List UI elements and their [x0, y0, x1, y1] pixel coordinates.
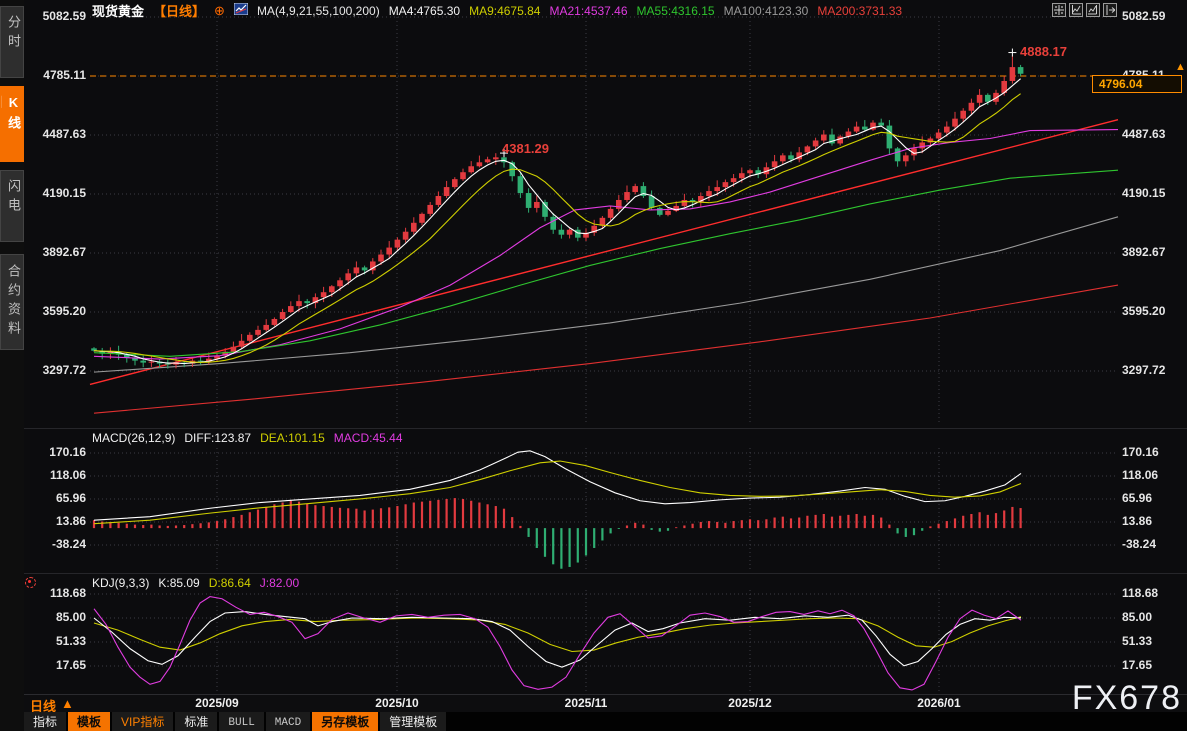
y-axis-label: 85.00 — [1122, 610, 1153, 624]
sidebar-tab-4[interactable]: 合约资料 — [0, 254, 24, 350]
y-axis-label: 118.68 — [49, 586, 86, 600]
y-axis-label: 3595.20 — [42, 304, 86, 318]
y-axis-label: 3595.20 — [1122, 304, 1166, 318]
sidebar-tab-3[interactable]: 闪电图 — [0, 170, 24, 242]
price-flag-icon[interactable]: ▲ — [1175, 61, 1186, 73]
price-annotation: 4888.17 — [1020, 44, 1067, 59]
sidebar-tab-1[interactable]: 分时图 — [0, 6, 24, 78]
bottom-toolbar: 指标 模板 VIP指标 标准 BULL MACD 另存模板 管理模板 — [24, 712, 1187, 731]
y-axis-label: 13.86 — [55, 514, 86, 528]
chart-header: 现货黄金 【日线】 ⊕ MA(4,9,21,55,100,200) MA4:47… — [92, 2, 902, 19]
y-axis-label: 4190.15 — [1122, 186, 1166, 200]
arrow-up-icon: ▲ — [61, 696, 74, 711]
axis-left-icon[interactable] — [1069, 3, 1083, 17]
ma-value: MA100:4123.30 — [723, 3, 809, 18]
y-axis-label: 51.33 — [55, 634, 86, 648]
kdj-d-value: D:86.64 — [208, 576, 251, 590]
chart-toolbar-icons — [1052, 3, 1117, 17]
period-selector[interactable]: 日线 ▲ — [30, 696, 74, 715]
toolbar-tab-MACD[interactable]: MACD — [265, 712, 311, 731]
y-axis-label: 3892.67 — [42, 245, 86, 259]
kdj-alert-icon — [25, 577, 36, 588]
y-axis-label: 65.96 — [55, 491, 86, 505]
ma-value: MA4:4765.30 — [388, 3, 461, 18]
kdj-k-value: K:85.09 — [158, 576, 200, 590]
ma-value: MA21:4537.46 — [549, 3, 628, 18]
x-axis-date: 2025/10 — [375, 696, 419, 710]
circle-plus-icon[interactable]: ⊕ — [214, 3, 225, 18]
ma-caption: MA(4,9,21,55,100,200) — [256, 3, 380, 18]
macd-histogram — [92, 498, 1022, 569]
watermark: FX678 — [1071, 679, 1182, 717]
axis-right-icon[interactable] — [1086, 3, 1100, 17]
y-axis-label: 5082.59 — [42, 9, 86, 23]
overlay-lines-back — [89, 118, 1119, 414]
kdj-caption: KDJ(9,3,3) — [92, 576, 150, 590]
toolbar-tab-模板[interactable]: 模板 — [68, 712, 111, 731]
y-axis-label: 3297.72 — [1122, 363, 1166, 377]
y-axis-label: 4487.63 — [42, 127, 86, 141]
y-axis-label: 170.16 — [1122, 445, 1159, 459]
page-title: 现货黄金 — [92, 4, 145, 19]
left-sidebar: 分时图 K线图闪电图合约资料 — [0, 0, 24, 731]
macd-header: MACD(26,12,9) DIFF:123.87 DEA:101.15 MAC… — [92, 431, 403, 445]
y-axis-label: 17.65 — [55, 658, 86, 672]
price-annotation: 4381.29 — [502, 141, 549, 156]
toolbar-tab-VIP指标[interactable]: VIP指标 — [112, 712, 174, 731]
y-axis-label: 13.86 — [1122, 514, 1153, 528]
y-axis-label: 118.68 — [1122, 586, 1159, 600]
toolbar-tab-BULL[interactable]: BULL — [219, 712, 264, 731]
period-tag: 【日线】 — [153, 4, 206, 19]
move-chart-icon[interactable] — [1052, 3, 1066, 17]
y-axis-label: 65.96 — [1122, 491, 1153, 505]
macd-macd-value: MACD:45.44 — [333, 431, 403, 445]
toolbar-tab-指标[interactable]: 指标 — [24, 712, 67, 731]
y-axis-label: 3892.67 — [1122, 245, 1166, 259]
x-axis-date: 2025/09 — [195, 696, 239, 710]
y-axis-label: 5082.59 — [1122, 9, 1166, 23]
macd-dea-value: DEA:101.15 — [260, 431, 325, 445]
toolbar-tab-标准[interactable]: 标准 — [175, 712, 218, 731]
y-axis-label: 17.65 — [1122, 658, 1153, 672]
collapse-icon[interactable] — [1103, 3, 1117, 17]
toolbar-tab-管理模板[interactable]: 管理模板 — [380, 712, 447, 731]
macd-caption: MACD(26,12,9) — [92, 431, 176, 445]
y-axis-label: 4190.15 — [42, 186, 86, 200]
chart-style-icon[interactable] — [233, 2, 249, 18]
period-selector-label: 日线 — [30, 699, 57, 714]
ma-lines-front — [93, 78, 1119, 365]
ma-values: MA4:4765.30 MA9:4675.84 MA21:4537.46 MA55:4… — [389, 4, 902, 18]
sidebar-tab-2[interactable]: K线图 — [0, 86, 24, 162]
macd-diff-value: DIFF:123.87 — [184, 431, 252, 445]
y-axis-label: -38.24 — [51, 537, 86, 551]
y-axis-label: 118.06 — [49, 468, 86, 482]
toolbar-tab-另存模板[interactable]: 另存模板 — [312, 712, 379, 731]
y-axis-label: 118.06 — [1122, 468, 1159, 482]
date-axis — [24, 694, 1187, 713]
y-axis-label: 4785.11 — [43, 68, 86, 82]
y-axis-label: 4487.63 — [1122, 127, 1166, 141]
candles-layer — [91, 55, 1024, 369]
y-axis-label: 170.16 — [49, 445, 86, 459]
kdj-j-value: J:82.00 — [259, 576, 300, 590]
x-axis-date: 2026/01 — [917, 696, 961, 710]
x-axis-date: 2025/12 — [728, 696, 772, 710]
y-axis-label: 3297.72 — [42, 363, 86, 377]
y-axis-label: 85.00 — [55, 610, 86, 624]
ma-value: MA200:3731.33 — [817, 3, 903, 18]
y-axis-label: 51.33 — [1122, 634, 1153, 648]
y-axis-label: -38.24 — [1122, 537, 1157, 551]
x-axis-date: 2025/11 — [564, 696, 608, 710]
kdj-header: KDJ(9,3,3) K:85.09 D:86.64 J:82.00 — [92, 576, 299, 590]
current-price-tag: 4796.04 — [1092, 75, 1182, 93]
ma-value: MA9:4675.84 — [469, 3, 541, 18]
ma-value: MA55:4316.15 — [636, 3, 715, 18]
